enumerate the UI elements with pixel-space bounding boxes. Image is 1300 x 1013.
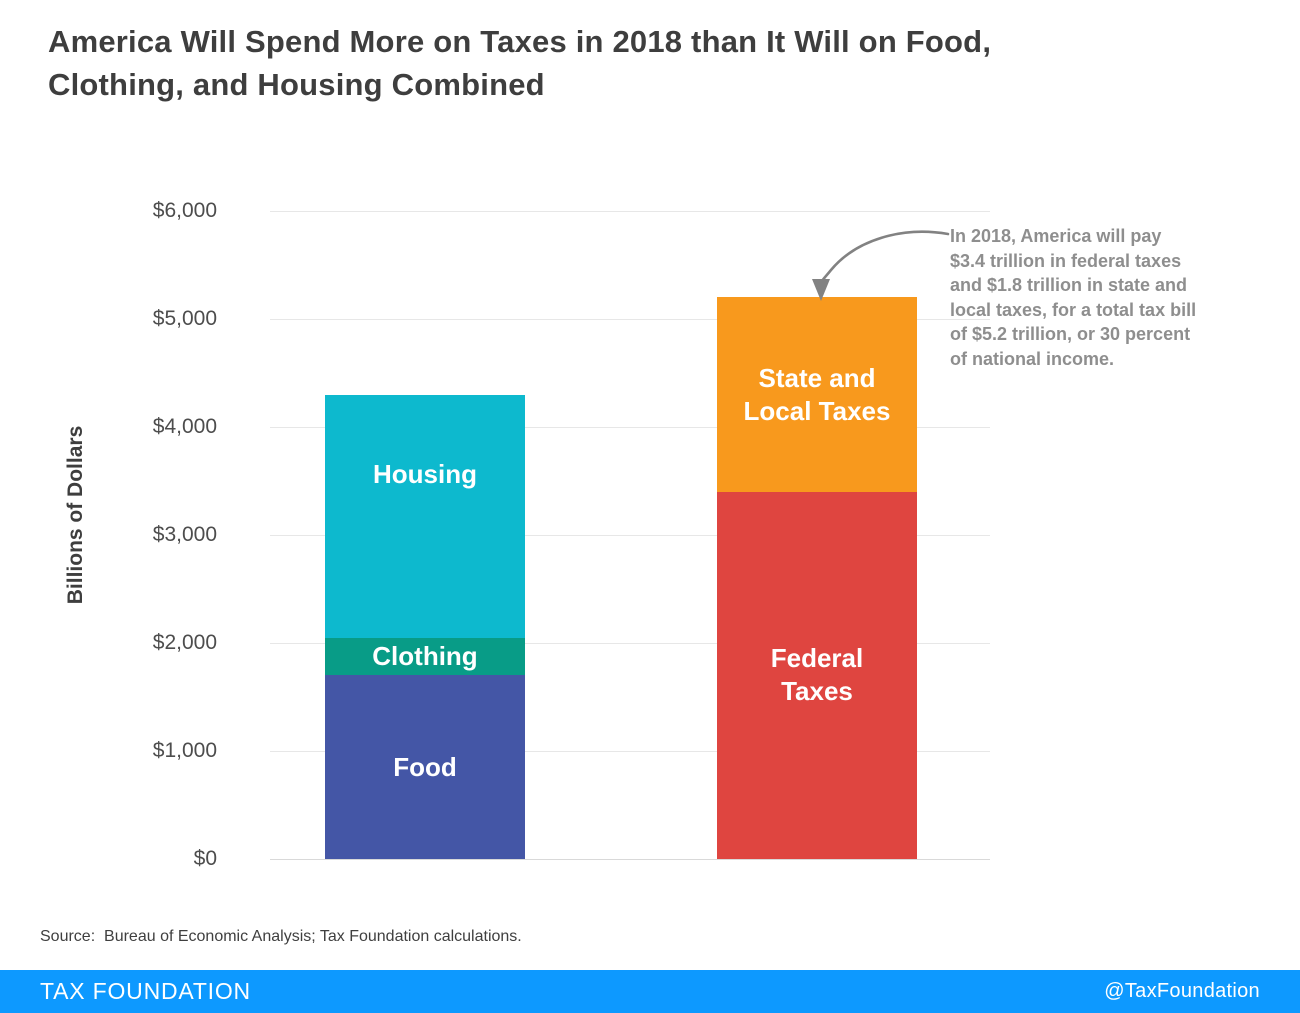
y-tick-label: $2,000 [152, 631, 217, 654]
bar-segment-clothing [325, 637, 525, 676]
gridline-4000 [270, 427, 990, 428]
gridline-2000 [270, 643, 990, 644]
footer-bar: TAX FOUNDATION @TaxFoundation [0, 970, 1300, 1013]
y-axis-title: Billions of Dollars [64, 425, 87, 605]
annotation-arrow-icon [812, 230, 950, 301]
bar-segment-housing [325, 394, 525, 638]
gridline-1000 [270, 751, 990, 752]
bar-segment-label-state-and-local-taxes: State and Local Taxes [743, 362, 891, 426]
bar-segment-label-clothing: Clothing [372, 640, 478, 671]
gridline-0 [270, 859, 990, 860]
y-tick-label: $6,000 [152, 199, 217, 222]
y-tick-label: $3,000 [152, 523, 217, 546]
bar-segment-state-and-local-taxes [717, 297, 917, 492]
gridline-3000 [270, 535, 990, 536]
bar-segment-label-federal-taxes: Federal Taxes [770, 643, 864, 707]
gridline-5000 [270, 319, 990, 320]
bar-segment-food [325, 675, 525, 859]
chart-title: America Will Spend More on Taxes in 2018… [48, 24, 992, 102]
footer-brand: TAX FOUNDATION [40, 978, 251, 1004]
y-tick-label: $1,000 [152, 739, 217, 762]
bar-segment-federal-taxes [717, 491, 917, 859]
source-note: Source: Bureau of Economic Analysis; Tax… [40, 928, 522, 945]
bar-segment-label-food: Food [393, 751, 457, 782]
footer-twitter-handle[interactable]: @TaxFoundation [1104, 980, 1260, 1002]
bar-segment-label-housing: Housing [373, 458, 477, 489]
y-tick-label: $0 [193, 847, 217, 870]
chart-annotation: In 2018, America will pay $3.4 trillion … [950, 226, 1197, 369]
gridline-6000 [270, 211, 990, 212]
y-tick-label: $5,000 [152, 307, 217, 330]
y-tick-label: $4,000 [152, 415, 217, 438]
